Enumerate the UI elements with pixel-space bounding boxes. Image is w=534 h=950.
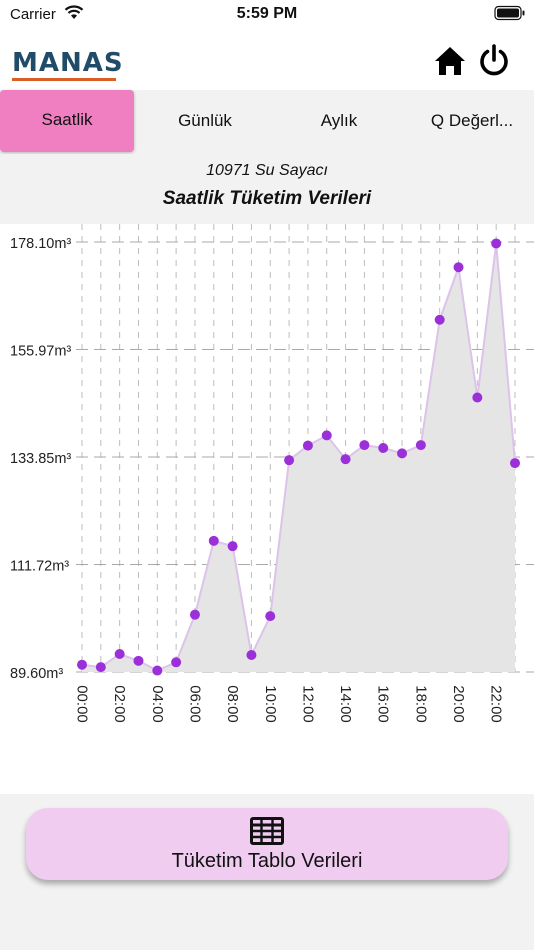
data-point	[340, 454, 351, 465]
battery-icon	[494, 5, 526, 26]
period-tabs: Saatlik Günlük Aylık Q Değerl...	[0, 90, 534, 154]
home-icon	[435, 47, 465, 75]
x-tick-label: 04:00	[149, 685, 166, 723]
data-point	[227, 541, 238, 552]
data-point	[321, 430, 332, 441]
data-point	[378, 443, 389, 454]
data-point	[302, 440, 313, 451]
data-point	[453, 262, 464, 273]
y-tick-label: 178.10m³	[10, 236, 71, 252]
x-tick-label: 22:00	[488, 685, 505, 723]
data-point	[359, 440, 370, 451]
consumption-table-button[interactable]: Tüketim Tablo Verileri	[26, 808, 508, 880]
consumption-chart: 89.60m³ 111.72m³ 133.85m³ 155.97m³ 178.10m³ 0…	[0, 224, 534, 794]
data-point	[265, 611, 276, 622]
data-point	[171, 657, 182, 668]
data-point	[246, 649, 257, 660]
y-tick-label: 111.72m³	[10, 559, 69, 575]
y-tick-label: 89.60m³	[10, 666, 63, 682]
data-point	[510, 458, 520, 469]
tab-saatlik[interactable]: Saatlik	[0, 90, 134, 152]
x-tick-label: 12:00	[299, 685, 316, 723]
bottom-panel: Tüketim Tablo Verileri	[0, 794, 534, 950]
data-point	[152, 665, 163, 676]
data-point	[397, 448, 408, 459]
status-time: 5:59 PM	[236, 5, 298, 22]
chart-title: Saatlik Tüketim Verileri	[162, 188, 372, 209]
area-fill	[82, 243, 515, 672]
table-icon	[250, 817, 284, 845]
data-point	[491, 238, 502, 249]
manas-logo: MANAS	[12, 48, 124, 82]
tab-aylik[interactable]: Aylık	[320, 111, 358, 130]
chart-svg: 89.60m³ 111.72m³ 133.85m³ 155.97m³ 178.10m³ 0…	[10, 224, 534, 723]
tab-q-degerleri[interactable]: Q Değerl...	[430, 111, 514, 130]
x-tick-label: 08:00	[224, 685, 241, 723]
logo-underline	[12, 78, 116, 81]
data-point	[208, 535, 219, 546]
data-point	[77, 659, 87, 670]
x-tick-label: 00:00	[74, 685, 91, 723]
x-tick-label: 20:00	[450, 685, 467, 723]
meter-subtitle: 10971 Su Sayacı	[206, 162, 328, 179]
chart-header: 10971 Su Sayacı Saatlik Tüketim Verileri	[0, 154, 534, 224]
x-tick-label: 02:00	[111, 685, 128, 723]
x-tick-label: 06:00	[186, 685, 203, 723]
y-tick-label: 133.85m³	[10, 451, 71, 467]
carrier-label: Carrier	[10, 6, 56, 23]
data-point	[415, 440, 426, 451]
y-tick-label: 155.97m³	[10, 344, 71, 360]
data-point	[95, 662, 106, 673]
status-bar: Carrier 5:59 PM	[0, 0, 534, 30]
data-point	[472, 392, 483, 403]
data-point	[133, 655, 144, 666]
power-icon	[480, 44, 508, 76]
x-tick-label: 18:00	[412, 685, 429, 723]
data-point	[189, 609, 200, 620]
table-button-label: Tüketim Tablo Verileri	[171, 850, 363, 872]
wifi-icon	[64, 4, 84, 25]
x-tick-label: 10:00	[262, 685, 279, 723]
data-point	[434, 314, 445, 325]
logout-button[interactable]	[476, 42, 512, 78]
tab-gunluk[interactable]: Günlük	[178, 111, 232, 130]
data-point	[284, 455, 295, 466]
logo-text: MANAS	[12, 48, 124, 78]
x-tick-label: 16:00	[375, 685, 392, 723]
data-point	[114, 649, 125, 660]
app-header: MANAS	[0, 30, 534, 90]
x-tick-label: 14:00	[337, 685, 354, 723]
home-button[interactable]	[432, 44, 468, 78]
